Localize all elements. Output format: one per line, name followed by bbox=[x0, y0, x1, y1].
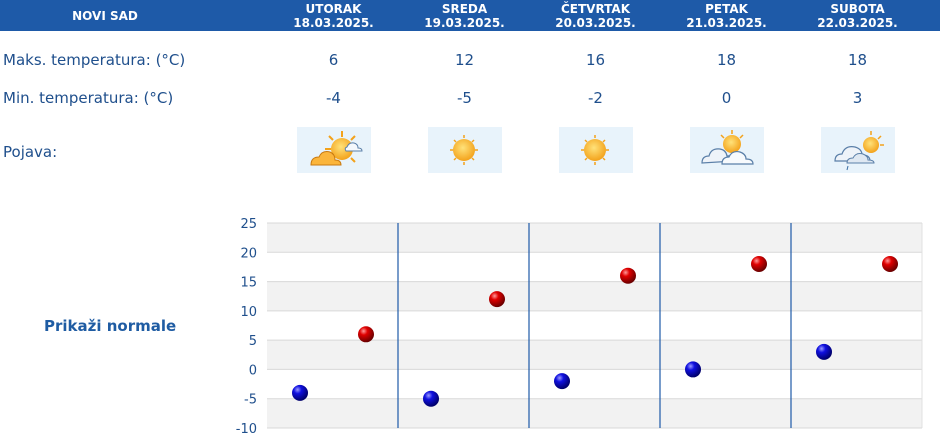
day-name: SREDA bbox=[441, 1, 488, 16]
day-date: 22.03.2025. bbox=[817, 15, 898, 30]
y-tick-label: -10 bbox=[236, 422, 257, 437]
y-tick-label: -5 bbox=[244, 393, 257, 408]
min-temp-marker[interactable] bbox=[816, 343, 832, 360]
day-name: PETAK bbox=[705, 1, 748, 16]
min-temp-value: -2 bbox=[588, 89, 603, 107]
min-temp-marker[interactable] bbox=[554, 373, 570, 390]
show-normals-link[interactable]: Prikaži normale bbox=[44, 317, 177, 335]
max-temp-value: 6 bbox=[328, 51, 339, 69]
cloud-sun-icon bbox=[690, 127, 764, 173]
day-header: UTORAK 18.03.2025. bbox=[268, 0, 399, 31]
day-date: 18.03.2025. bbox=[293, 15, 374, 30]
max-temp-marker[interactable] bbox=[489, 291, 505, 308]
min-temp-value: -5 bbox=[457, 89, 472, 107]
grid-band bbox=[267, 340, 922, 370]
min-temp-marker[interactable] bbox=[423, 390, 439, 407]
max-temp-marker[interactable] bbox=[882, 256, 898, 272]
min-temp-marker[interactable] bbox=[292, 384, 308, 401]
max-temp-marker[interactable] bbox=[358, 326, 374, 343]
day-date: 19.03.2025. bbox=[424, 15, 505, 30]
y-tick-label: 10 bbox=[240, 305, 257, 320]
phenomenon-label: Pojava: bbox=[3, 143, 58, 161]
max-temp-marker[interactable] bbox=[620, 267, 636, 284]
day-header: PETAK 21.03.2025. bbox=[661, 0, 792, 31]
min-temp-label: Min. temperatura: (°C) bbox=[3, 89, 174, 107]
day-name: ČETVRTAK bbox=[560, 1, 631, 16]
min-temp-marker[interactable] bbox=[685, 361, 701, 378]
max-temp-value: 16 bbox=[585, 51, 606, 69]
grid-band bbox=[267, 398, 922, 428]
day-date: 21.03.2025. bbox=[686, 15, 767, 30]
max-temp-value: 18 bbox=[716, 51, 737, 69]
max-temp-value: 18 bbox=[847, 51, 868, 69]
day-header: SREDA 19.03.2025. bbox=[399, 0, 530, 31]
max-temp-marker[interactable] bbox=[751, 256, 767, 272]
city-name: NOVI SAD bbox=[72, 8, 138, 23]
min-temp-value: 3 bbox=[852, 89, 863, 107]
y-tick-label: 25 bbox=[240, 217, 257, 232]
cloud-sun-drizzle-icon bbox=[821, 127, 895, 173]
y-tick-label: 15 bbox=[240, 276, 257, 291]
min-temp-value: 0 bbox=[721, 89, 732, 107]
day-header: SUBOTA 22.03.2025. bbox=[792, 0, 923, 31]
sun-icon bbox=[559, 127, 633, 173]
day-name: SUBOTA bbox=[830, 1, 885, 16]
sun-cloud-icon bbox=[297, 127, 371, 173]
grid-band bbox=[267, 281, 922, 311]
grid-band bbox=[267, 223, 922, 253]
y-tick-label: 0 bbox=[249, 363, 257, 378]
min-temp-value: -4 bbox=[326, 89, 341, 107]
max-temp-value: 12 bbox=[454, 51, 475, 69]
day-date: 20.03.2025. bbox=[555, 15, 636, 30]
max-temp-label: Maks. temperatura: (°C) bbox=[3, 51, 186, 69]
forecast-header: NOVI SAD UTORAK 18.03.2025. SREDA 19.03.… bbox=[0, 0, 940, 31]
day-header: ČETVRTAK 20.03.2025. bbox=[530, 0, 661, 31]
day-name: UTORAK bbox=[305, 1, 362, 16]
sun-icon bbox=[428, 127, 502, 173]
y-tick-label: 20 bbox=[240, 246, 257, 261]
y-tick-label: 5 bbox=[249, 334, 257, 349]
